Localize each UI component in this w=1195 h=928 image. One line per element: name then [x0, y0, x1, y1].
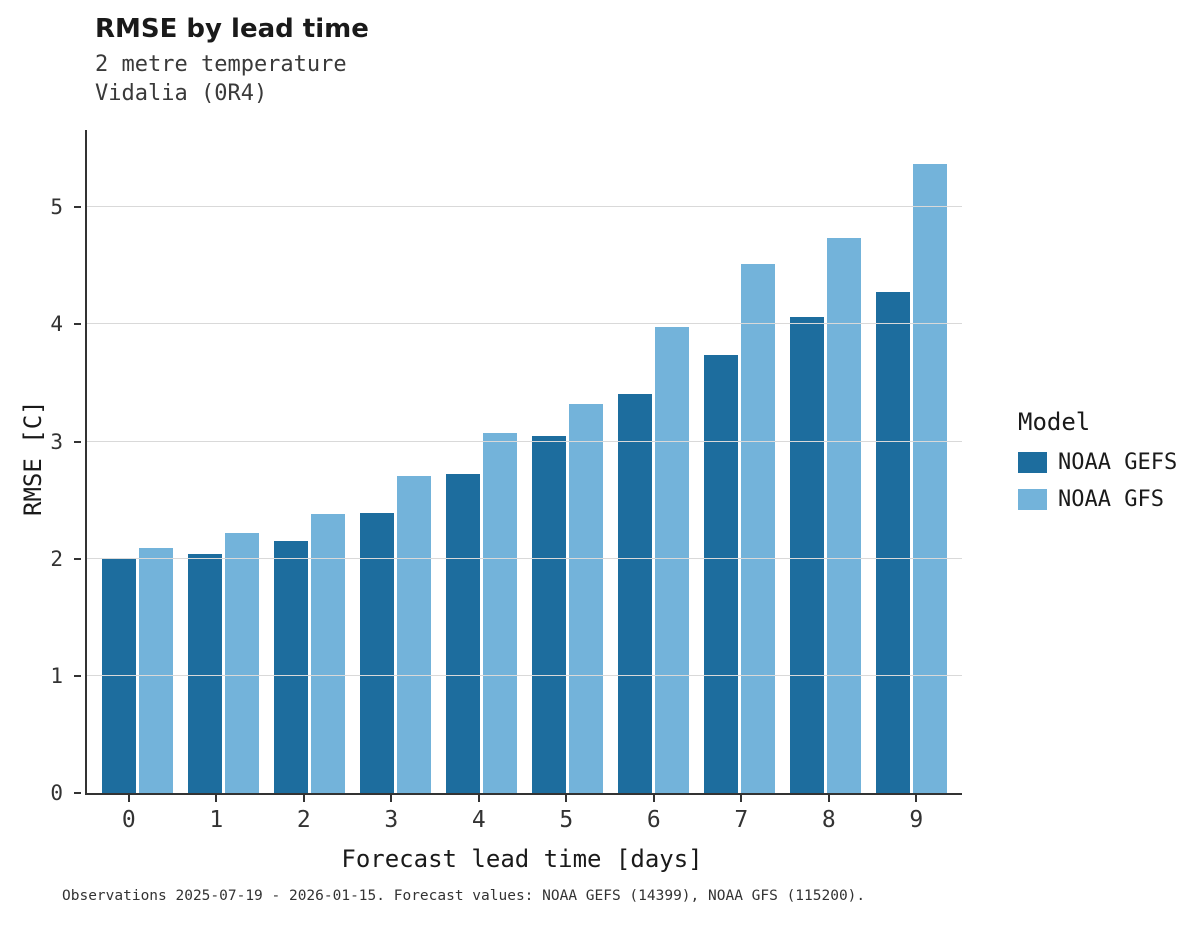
- bar-group: [704, 130, 775, 793]
- legend-entry: NOAA GEFS: [1018, 450, 1177, 475]
- bar-group: [446, 130, 517, 793]
- y-tick-mark: [74, 440, 81, 443]
- bar-group: [188, 130, 259, 793]
- x-tick: 9: [873, 795, 961, 833]
- y-axis-ticks: 0 1 2 3 4 5: [0, 130, 83, 805]
- x-tick: 5: [523, 795, 611, 833]
- y-tick-mark: [74, 674, 81, 677]
- x-tick-mark: [565, 795, 568, 802]
- x-tick-mark: [215, 795, 218, 802]
- bar-group: [360, 130, 431, 793]
- y-tick-label: 2: [50, 546, 63, 571]
- bar: [225, 532, 259, 793]
- bar: [827, 237, 861, 793]
- gridline: [87, 557, 962, 559]
- bar: [188, 554, 222, 793]
- legend-label: NOAA GFS: [1058, 487, 1164, 512]
- x-tick-mark: [740, 795, 743, 802]
- bar: [569, 404, 603, 793]
- legend-swatch: [1018, 452, 1047, 473]
- y-tick-label: 0: [50, 781, 63, 805]
- gridline: [87, 440, 962, 442]
- gridline: [87, 674, 962, 676]
- bar-group: [790, 130, 861, 793]
- bar-group: [102, 130, 173, 793]
- y-tick-mark: [74, 323, 81, 326]
- x-tick: 2: [260, 795, 348, 833]
- bar: [311, 514, 345, 793]
- bar: [532, 435, 566, 793]
- legend-entry: NOAA GFS: [1018, 487, 1177, 512]
- bar-group: [618, 130, 689, 793]
- x-tick-label: 2: [296, 807, 311, 833]
- y-tick-label: 1: [50, 663, 63, 688]
- bar: [446, 474, 480, 793]
- y-tick-mark: [74, 557, 81, 560]
- chart-header: RMSE by lead time 2 metre temperature Vi…: [95, 14, 369, 108]
- bar: [913, 163, 947, 793]
- x-tick-mark: [477, 795, 480, 802]
- legend: Model NOAA GEFS NOAA GFS: [1018, 408, 1177, 524]
- y-tick-label: 4: [50, 312, 63, 337]
- bar: [655, 326, 689, 793]
- x-tick-mark: [652, 795, 655, 802]
- y-tick-label: 3: [50, 429, 63, 454]
- x-tick-label: 4: [471, 807, 486, 833]
- x-tick-label: 6: [646, 807, 661, 833]
- bar: [139, 548, 173, 793]
- x-axis-ticks: 0 1 2 3 4 5 6 7 8 9: [85, 795, 960, 833]
- x-tick: 8: [785, 795, 873, 833]
- x-tick-mark: [302, 795, 305, 802]
- chart-subtitle-line2: Vidalia (0R4): [95, 81, 268, 107]
- gridline: [87, 323, 962, 325]
- bar: [274, 541, 308, 793]
- bar: [876, 291, 910, 793]
- x-tick: 1: [173, 795, 261, 833]
- bar-groups: [87, 130, 962, 793]
- chart-title: RMSE by lead time: [95, 14, 369, 44]
- plot-area: [85, 130, 962, 795]
- bar-group: [274, 130, 345, 793]
- bar: [704, 354, 738, 793]
- x-tick-mark: [827, 795, 830, 802]
- gridline: [87, 206, 962, 208]
- legend-title: Model: [1018, 408, 1091, 436]
- x-tick: 0: [85, 795, 173, 833]
- x-tick-label: 7: [734, 807, 749, 833]
- chart-subtitle-line1: 2 metre temperature: [95, 52, 347, 77]
- x-tick-label: 0: [121, 807, 136, 833]
- legend-label: NOAA GEFS: [1058, 450, 1178, 475]
- x-tick: 6: [610, 795, 698, 833]
- bar-group: [876, 130, 947, 793]
- bar: [483, 433, 517, 793]
- legend-entries: NOAA GEFS NOAA GFS: [1018, 450, 1177, 512]
- bar: [741, 263, 775, 793]
- bar: [618, 393, 652, 793]
- y-tick-mark: [74, 206, 81, 209]
- x-axis-title: Forecast lead time [days]: [341, 845, 703, 873]
- x-tick-label: 8: [821, 807, 836, 833]
- y-tick-mark: [74, 792, 81, 794]
- x-tick: 3: [348, 795, 436, 833]
- x-tick-label: 3: [384, 807, 399, 833]
- bar: [397, 475, 431, 793]
- chart-caption: Observations 2025-07-19 - 2026-01-15. Fo…: [62, 888, 866, 904]
- y-tick-label: 5: [50, 195, 63, 220]
- x-tick: 7: [698, 795, 786, 833]
- x-tick-label: 5: [559, 807, 574, 833]
- x-tick-mark: [127, 795, 130, 802]
- bar-group: [532, 130, 603, 793]
- legend-swatch: [1018, 489, 1047, 510]
- x-tick-mark: [390, 795, 393, 802]
- x-tick: 4: [435, 795, 523, 833]
- x-tick-mark: [915, 795, 918, 802]
- x-tick-label: 1: [209, 807, 224, 833]
- x-tick-label: 9: [909, 807, 924, 833]
- bar: [790, 317, 824, 793]
- bar: [360, 513, 394, 793]
